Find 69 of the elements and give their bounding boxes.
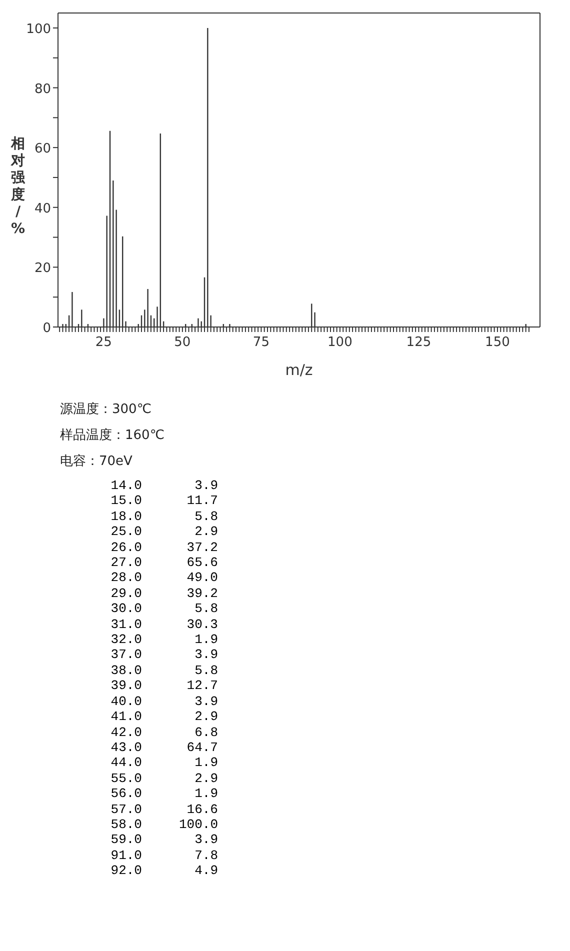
text: 31.0	[110, 616, 142, 632]
text: 28.0	[110, 570, 142, 586]
text: 3.9	[194, 694, 218, 710]
text: 4.9	[194, 863, 218, 879]
text: 65.6	[186, 555, 218, 570]
x-tick-label: 50	[174, 335, 191, 350]
text: 27.0	[110, 555, 142, 570]
text: 18.0	[110, 508, 142, 524]
text: 41.0	[110, 709, 142, 724]
text: 29.0	[110, 586, 142, 602]
text: 5.8	[194, 601, 218, 617]
text: 55.0	[110, 770, 142, 786]
text: 32.0	[110, 632, 142, 648]
text: 38.0	[110, 662, 142, 678]
text: 26.0	[110, 540, 142, 556]
text: 电容：70eV	[60, 453, 134, 471]
text: 58.0	[110, 816, 142, 832]
text: 59.0	[110, 832, 142, 848]
text: 3.9	[194, 478, 218, 494]
text: 100.0	[178, 816, 218, 832]
text: 92.0	[110, 863, 142, 879]
x-tick-label: 125	[406, 335, 432, 350]
text: 43.0	[110, 740, 142, 756]
text: 16.6	[186, 802, 218, 817]
text: 40.0	[110, 694, 142, 710]
text: 11.7	[186, 493, 218, 509]
text: 30.3	[186, 616, 218, 632]
text: 37.2	[186, 540, 218, 556]
text: 15.0	[110, 493, 142, 509]
text: 12.7	[186, 678, 218, 694]
text: 64.7	[186, 740, 218, 756]
y-tick-label: 60	[34, 142, 51, 157]
text: 3.9	[194, 832, 218, 848]
y-tick-label: 0	[42, 321, 51, 336]
text: 1.9	[194, 786, 218, 802]
text: 44.0	[110, 755, 142, 771]
text: 2.9	[194, 524, 218, 540]
text: 30.0	[110, 601, 142, 617]
text: 5.8	[194, 508, 218, 524]
y-tick-label: 40	[34, 201, 51, 216]
text: 样品温度：160℃	[60, 427, 166, 445]
y-tick-label: 80	[34, 82, 51, 97]
text: 42.0	[110, 724, 142, 740]
text: 源温度：300℃	[60, 401, 152, 419]
x-tick-label: 25	[95, 335, 112, 350]
text: 14.0	[110, 478, 142, 494]
text: 91.0	[110, 848, 142, 864]
text: 37.0	[110, 647, 142, 663]
text: 2.9	[194, 770, 218, 786]
text: 6.8	[194, 724, 218, 740]
text: 5.8	[194, 662, 218, 678]
y-tick-label: 20	[34, 261, 51, 276]
y-tick-label: 100	[26, 22, 51, 37]
text: 25.0	[110, 524, 142, 540]
text: 56.0	[110, 786, 142, 802]
text: 7.8	[194, 848, 218, 864]
text: 2.9	[194, 709, 218, 724]
text: 39.0	[110, 678, 142, 694]
x-tick-label: 100	[328, 335, 352, 350]
text: 39.2	[186, 586, 218, 602]
text: 3.9	[194, 647, 218, 663]
text: 1.9	[194, 632, 218, 648]
text: 49.0	[186, 570, 218, 586]
text: 1.9	[194, 755, 218, 771]
x-tick-label: 150	[485, 335, 510, 350]
text: 57.0	[110, 802, 142, 817]
x-axis-title: m/z	[285, 361, 313, 379]
y-axis-title: 相对强度/%	[10, 136, 26, 238]
x-tick-label: 75	[252, 335, 270, 350]
